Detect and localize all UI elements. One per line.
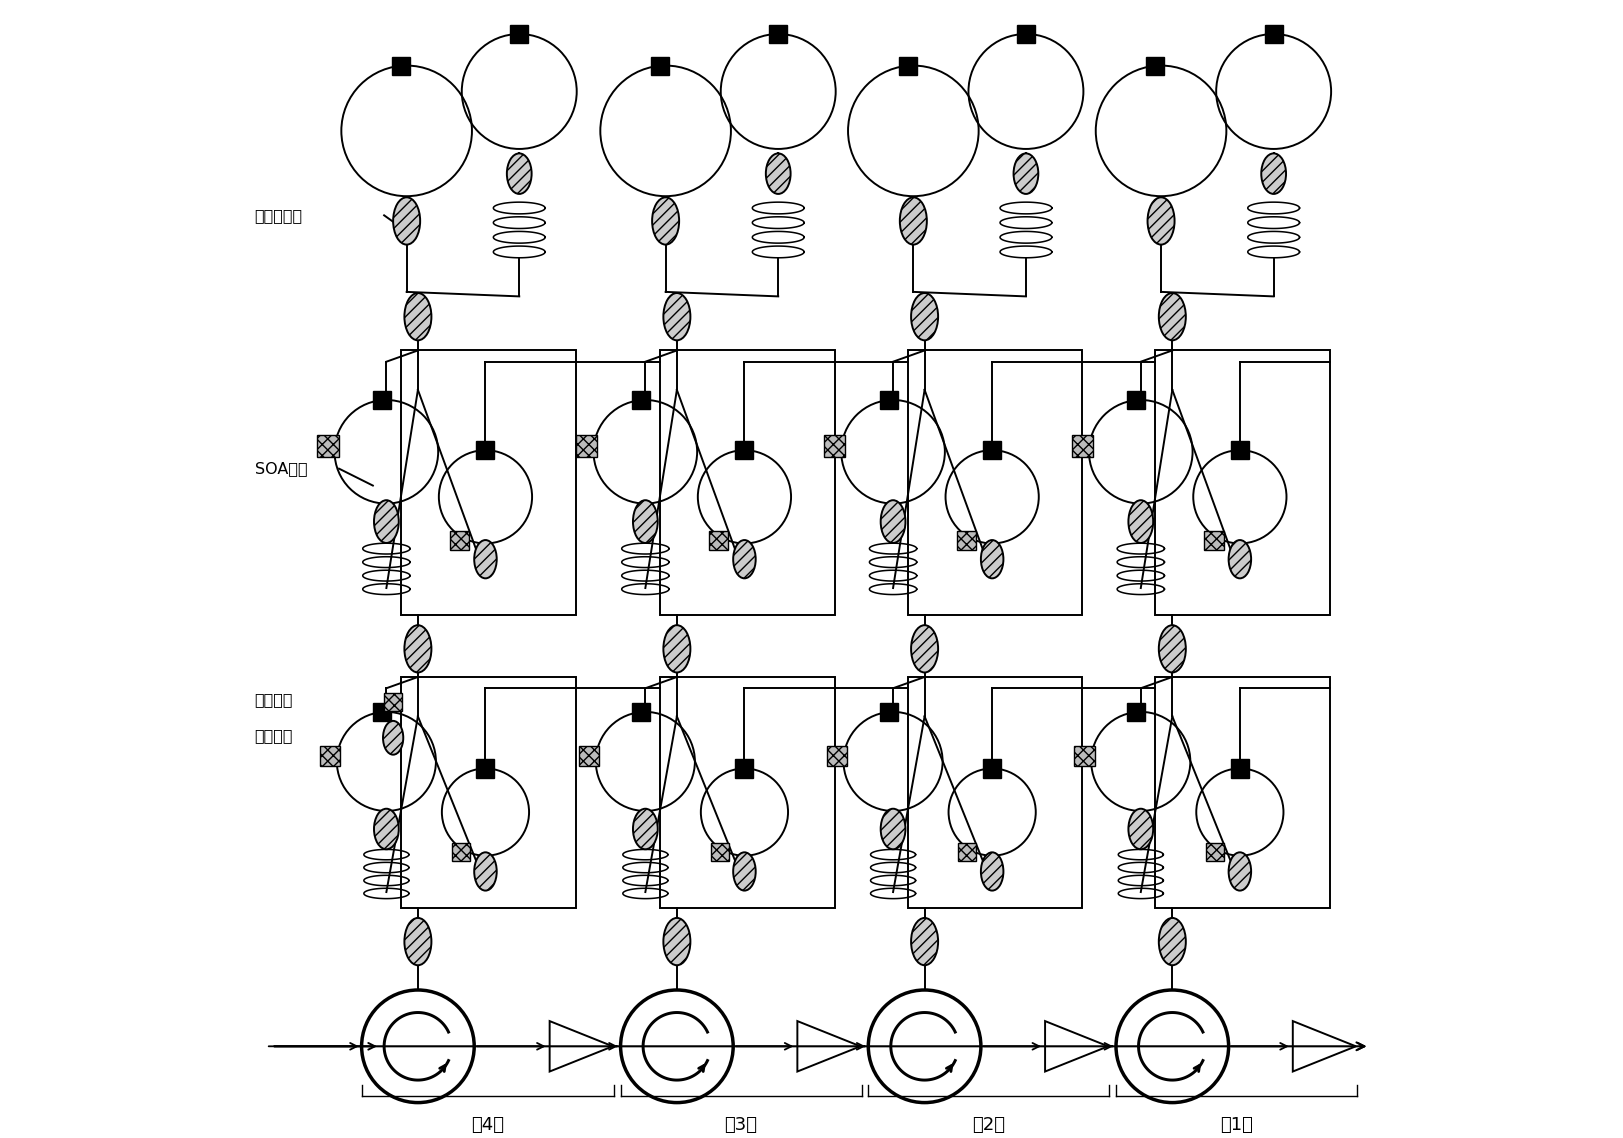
Ellipse shape xyxy=(474,541,497,578)
FancyBboxPatch shape xyxy=(1074,745,1094,766)
Ellipse shape xyxy=(1128,809,1152,849)
FancyBboxPatch shape xyxy=(880,391,898,410)
FancyBboxPatch shape xyxy=(735,442,753,460)
FancyBboxPatch shape xyxy=(450,531,469,551)
FancyBboxPatch shape xyxy=(880,703,898,721)
Ellipse shape xyxy=(1229,541,1250,578)
Ellipse shape xyxy=(732,852,755,891)
FancyBboxPatch shape xyxy=(373,391,391,410)
Ellipse shape xyxy=(662,292,690,340)
Ellipse shape xyxy=(373,501,399,543)
Ellipse shape xyxy=(404,918,432,965)
FancyBboxPatch shape xyxy=(711,843,729,860)
Ellipse shape xyxy=(911,292,938,340)
Ellipse shape xyxy=(732,541,755,578)
Bar xyxy=(907,351,1081,615)
Text: 第1段: 第1段 xyxy=(1219,1116,1253,1135)
FancyBboxPatch shape xyxy=(651,57,669,75)
FancyBboxPatch shape xyxy=(631,703,649,721)
FancyBboxPatch shape xyxy=(1126,391,1144,410)
FancyBboxPatch shape xyxy=(826,745,846,766)
FancyBboxPatch shape xyxy=(631,391,649,410)
Ellipse shape xyxy=(404,292,432,340)
Ellipse shape xyxy=(1159,625,1185,673)
Ellipse shape xyxy=(880,501,906,543)
FancyBboxPatch shape xyxy=(391,57,409,75)
Ellipse shape xyxy=(1159,292,1185,340)
Text: 光纤延时线: 光纤延时线 xyxy=(255,208,302,223)
FancyBboxPatch shape xyxy=(1146,57,1164,75)
FancyBboxPatch shape xyxy=(1126,703,1144,721)
Ellipse shape xyxy=(373,809,399,849)
Bar xyxy=(659,351,834,615)
Ellipse shape xyxy=(633,809,657,849)
FancyBboxPatch shape xyxy=(385,693,403,711)
Ellipse shape xyxy=(980,852,1003,891)
Ellipse shape xyxy=(766,154,790,193)
Bar xyxy=(907,677,1081,908)
Ellipse shape xyxy=(880,809,906,849)
FancyBboxPatch shape xyxy=(1204,531,1222,551)
Bar xyxy=(401,677,575,908)
FancyBboxPatch shape xyxy=(982,442,1000,460)
Bar xyxy=(1154,351,1329,615)
FancyBboxPatch shape xyxy=(982,759,1000,777)
Ellipse shape xyxy=(1013,154,1037,193)
Text: 第4段: 第4段 xyxy=(471,1116,503,1135)
Text: 第3段: 第3段 xyxy=(724,1116,756,1135)
Ellipse shape xyxy=(506,154,531,193)
Bar xyxy=(401,351,575,615)
FancyBboxPatch shape xyxy=(316,436,338,456)
Ellipse shape xyxy=(1147,197,1173,245)
FancyBboxPatch shape xyxy=(576,436,597,456)
FancyBboxPatch shape xyxy=(823,436,844,456)
Ellipse shape xyxy=(633,501,657,543)
Ellipse shape xyxy=(911,625,938,673)
Ellipse shape xyxy=(899,197,927,245)
FancyBboxPatch shape xyxy=(898,57,915,75)
Text: 光隔离器: 光隔离器 xyxy=(255,692,294,707)
FancyBboxPatch shape xyxy=(709,531,727,551)
Ellipse shape xyxy=(404,625,432,673)
Ellipse shape xyxy=(1261,154,1285,193)
FancyBboxPatch shape xyxy=(769,25,787,43)
Bar xyxy=(659,677,834,908)
FancyBboxPatch shape xyxy=(320,745,339,766)
FancyBboxPatch shape xyxy=(578,745,599,766)
FancyBboxPatch shape xyxy=(476,442,493,460)
Ellipse shape xyxy=(980,541,1003,578)
FancyBboxPatch shape xyxy=(1230,759,1248,777)
Ellipse shape xyxy=(1229,852,1250,891)
Ellipse shape xyxy=(652,197,678,245)
FancyBboxPatch shape xyxy=(956,531,975,551)
Ellipse shape xyxy=(383,720,403,754)
FancyBboxPatch shape xyxy=(1230,442,1248,460)
FancyBboxPatch shape xyxy=(1206,843,1224,860)
Ellipse shape xyxy=(393,197,420,245)
FancyBboxPatch shape xyxy=(1071,436,1092,456)
Text: 光耦合器: 光耦合器 xyxy=(255,728,294,743)
FancyBboxPatch shape xyxy=(1016,25,1034,43)
Ellipse shape xyxy=(474,852,497,891)
Bar xyxy=(1154,677,1329,908)
Ellipse shape xyxy=(662,918,690,965)
Text: SOA开关: SOA开关 xyxy=(255,461,307,476)
Ellipse shape xyxy=(662,625,690,673)
FancyBboxPatch shape xyxy=(373,703,391,721)
FancyBboxPatch shape xyxy=(510,25,527,43)
Ellipse shape xyxy=(1128,501,1152,543)
FancyBboxPatch shape xyxy=(476,759,493,777)
FancyBboxPatch shape xyxy=(735,759,753,777)
Ellipse shape xyxy=(911,918,938,965)
Ellipse shape xyxy=(1159,918,1185,965)
Text: 第2段: 第2段 xyxy=(972,1116,1005,1135)
FancyBboxPatch shape xyxy=(1264,25,1282,43)
FancyBboxPatch shape xyxy=(958,843,975,860)
FancyBboxPatch shape xyxy=(451,843,469,860)
